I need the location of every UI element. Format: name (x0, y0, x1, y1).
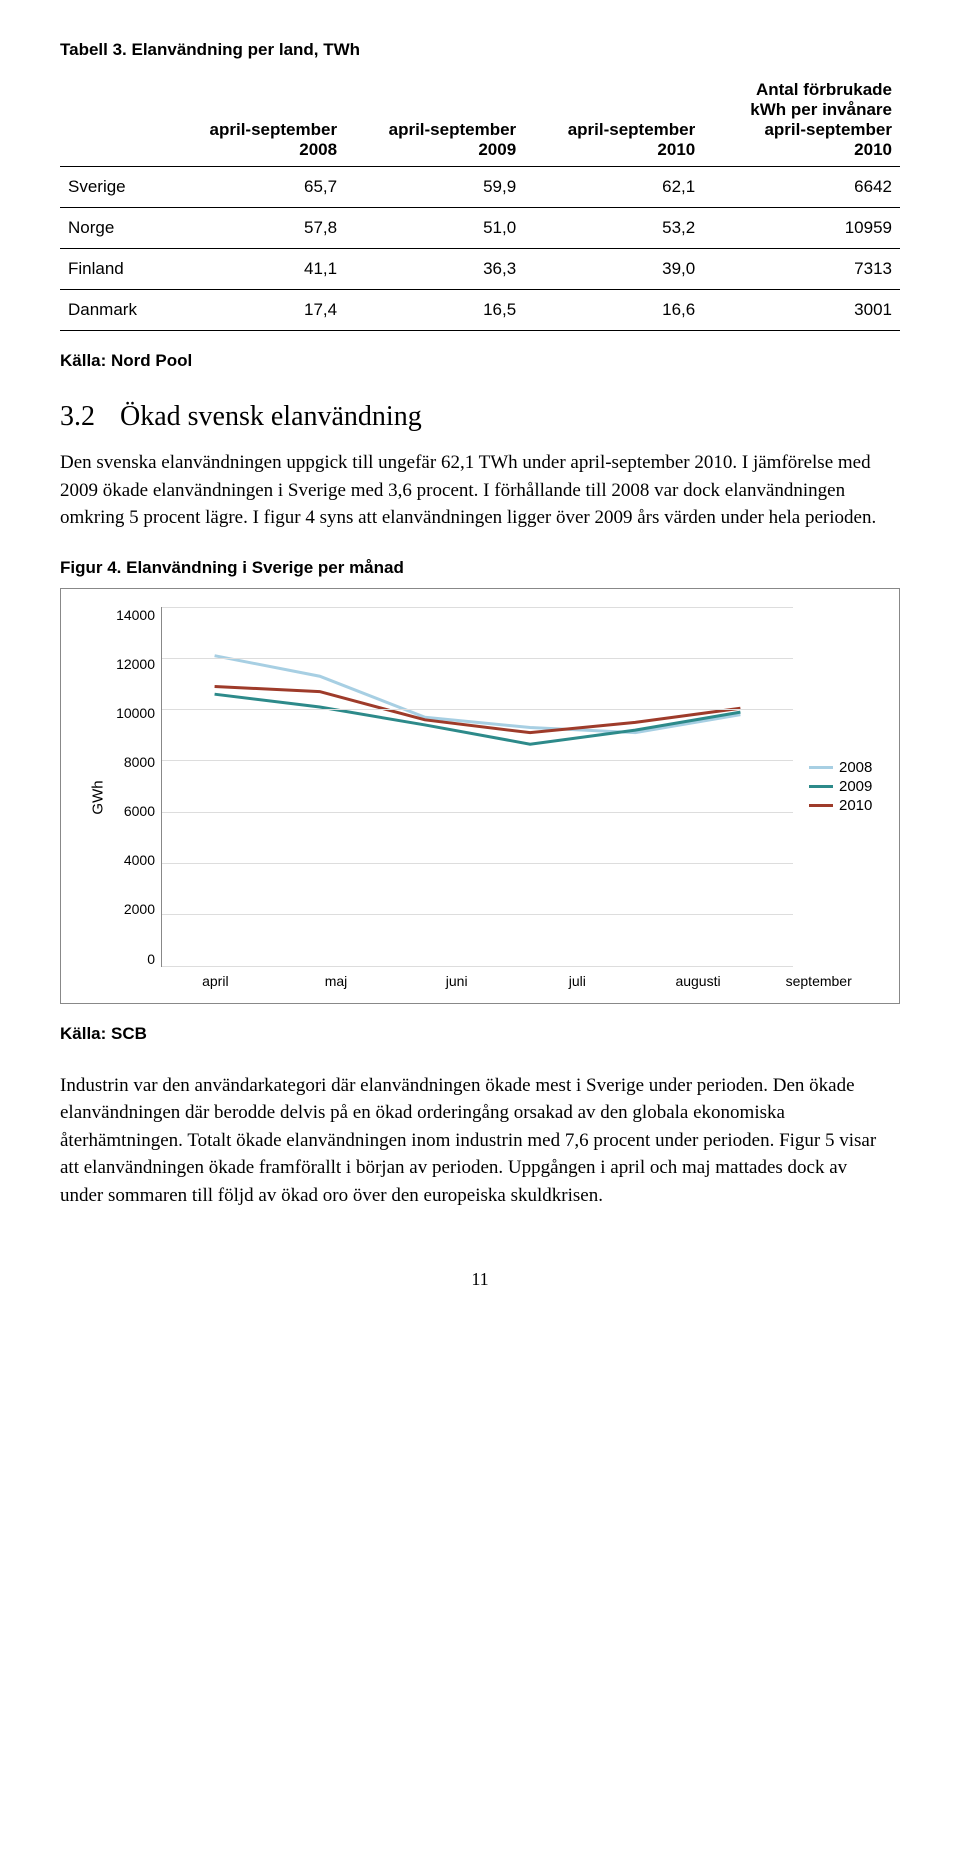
page-number: 11 (60, 1269, 900, 1290)
y-tick: 2000 (105, 901, 155, 917)
gridline (162, 658, 793, 659)
legend-item: 2008 (809, 759, 879, 776)
table-cell: 16,6 (524, 290, 703, 331)
table-cell: 59,9 (345, 167, 524, 208)
legend-swatch (809, 785, 833, 788)
y-axis-label-wrap: GWh (81, 607, 105, 989)
legend-label: 2008 (839, 759, 872, 776)
y-tick: 0 (105, 951, 155, 967)
y-ticks: 14000 12000 10000 8000 6000 4000 2000 0 (105, 607, 161, 967)
x-tick: juli (517, 973, 638, 989)
col-header: april-september2010 (524, 74, 703, 167)
table-cell: 39,0 (524, 249, 703, 290)
chart-svg (162, 607, 793, 966)
y-tick: 6000 (105, 803, 155, 819)
y-tick: 12000 (105, 656, 155, 672)
table-cell: Norge (60, 208, 166, 249)
table-cell: 17,4 (166, 290, 345, 331)
legend-swatch (809, 766, 833, 769)
table-cell: 62,1 (524, 167, 703, 208)
section-heading: 3.2Ökad svensk elanvändning (60, 401, 900, 433)
gridline (162, 760, 793, 761)
table-row: Finland41,136,339,07313 (60, 249, 900, 290)
y-tick: 14000 (105, 607, 155, 623)
chart-container: GWh 14000 12000 10000 8000 6000 4000 2000 0 200… (60, 588, 900, 1004)
x-ticks: aprilmajjunijuliaugustiseptember (155, 973, 879, 989)
x-tick: maj (276, 973, 397, 989)
table-cell: Finland (60, 249, 166, 290)
x-tick: augusti (638, 973, 759, 989)
col-header: april-september2008 (166, 74, 345, 167)
table-cell: 51,0 (345, 208, 524, 249)
table-cell: 6642 (703, 167, 900, 208)
table-source: Källa: Nord Pool (60, 351, 900, 371)
table-row: Danmark17,416,516,63001 (60, 290, 900, 331)
gridline (162, 863, 793, 864)
table-cell: Danmark (60, 290, 166, 331)
legend-item: 2010 (809, 797, 879, 814)
x-tick: juni (396, 973, 517, 989)
gridline (162, 709, 793, 710)
gridline (162, 812, 793, 813)
series-line (215, 655, 741, 732)
gridline (162, 966, 793, 967)
country-table: april-september2008april-september2009ap… (60, 74, 900, 331)
table-cell: 3001 (703, 290, 900, 331)
figure-title: Figur 4. Elanvändning i Sverige per måna… (60, 558, 900, 578)
paragraph-2: Industrin var den användarkategori där e… (60, 1072, 880, 1210)
y-tick: 4000 (105, 852, 155, 868)
x-tick: september (758, 973, 879, 989)
table-cell: 65,7 (166, 167, 345, 208)
legend-swatch (809, 804, 833, 807)
legend-item: 2009 (809, 778, 879, 795)
table-cell: Sverige (60, 167, 166, 208)
gridline (162, 914, 793, 915)
legend-label: 2010 (839, 797, 872, 814)
legend: 2008 2009 2010 (809, 757, 879, 816)
col-header (60, 74, 166, 167)
table-cell: 57,8 (166, 208, 345, 249)
table-cell: 10959 (703, 208, 900, 249)
section-number: 3.2 (60, 401, 120, 433)
y-tick: 10000 (105, 705, 155, 721)
col-header: Antal förbrukadekWh per invånareapril-se… (703, 74, 900, 167)
table-cell: 36,3 (345, 249, 524, 290)
legend-label: 2009 (839, 778, 872, 795)
y-tick: 8000 (105, 754, 155, 770)
section-title: Ökad svensk elanvändning (120, 401, 422, 432)
gridline (162, 607, 793, 608)
table-row: Norge57,851,053,210959 (60, 208, 900, 249)
table-cell: 16,5 (345, 290, 524, 331)
plot-area (161, 607, 793, 967)
table-title: Tabell 3. Elanvändning per land, TWh (60, 40, 900, 60)
col-header: april-september2009 (345, 74, 524, 167)
table-cell: 7313 (703, 249, 900, 290)
figure-source: Källa: SCB (60, 1024, 900, 1044)
y-axis-label: GWh (90, 781, 107, 815)
table-row: Sverige65,759,962,16642 (60, 167, 900, 208)
table-cell: 41,1 (166, 249, 345, 290)
table-cell: 53,2 (524, 208, 703, 249)
paragraph-1: Den svenska elanvändningen uppgick till … (60, 449, 880, 532)
x-tick: april (155, 973, 276, 989)
